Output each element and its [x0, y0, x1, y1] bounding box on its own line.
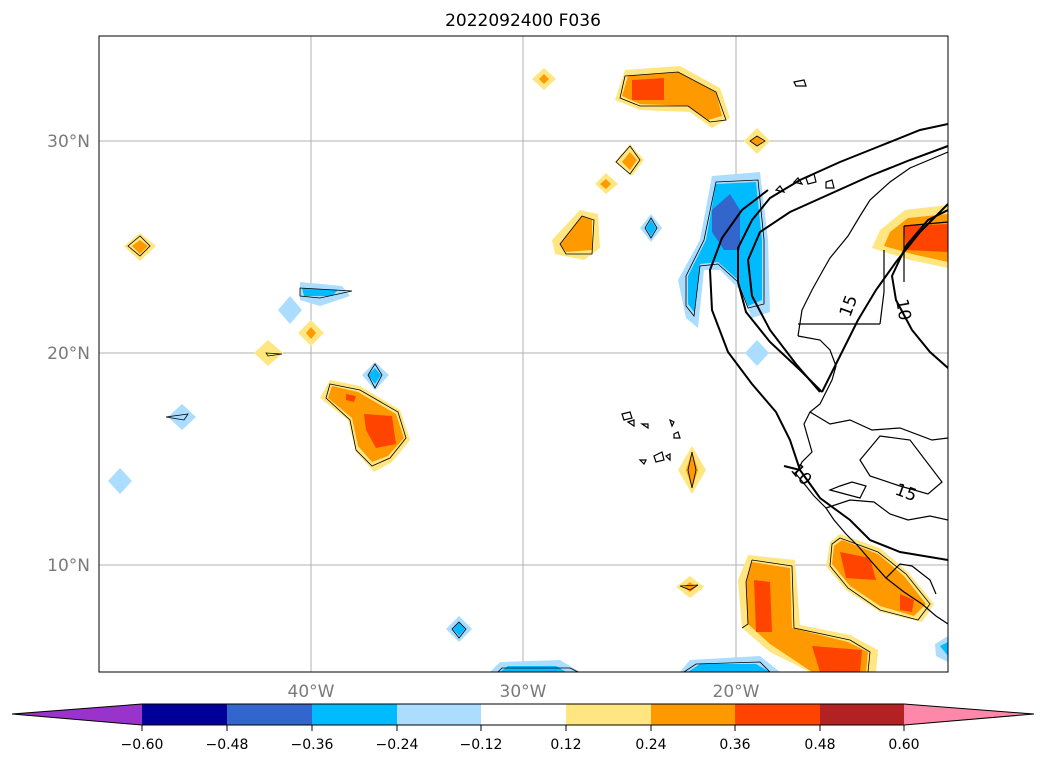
gridlines	[99, 36, 948, 672]
colorbar-bin-9	[820, 704, 904, 725]
colorbar-tick-label: −0.12	[460, 737, 503, 753]
contour-label-10-north: 10	[891, 297, 914, 322]
map-title: 2022092400 F036	[445, 11, 601, 31]
colorbar-tick-label: 0.60	[888, 737, 919, 753]
colorbar-bin-5	[481, 704, 566, 725]
colorbar: −0.60 −0.48 −0.36 −0.24 −0.12 0.12 0.24 …	[11, 703, 1035, 753]
negative-anomaly-fields	[108, 172, 948, 672]
colorbar-bin-6	[566, 704, 651, 725]
colorbar-tick-label: 0.36	[719, 737, 750, 753]
colorbar-tick-label: −0.24	[376, 737, 419, 753]
lat-label-30n: 30°N	[47, 132, 90, 152]
lon-label-20w: 20°W	[713, 682, 760, 702]
lat-label-20n: 20°N	[47, 344, 90, 364]
thin-contours	[127, 71, 931, 672]
lon-label-30w: 30°W	[500, 682, 547, 702]
colorbar-tick-label: −0.60	[121, 737, 164, 753]
colorbar-tick-label: 0.12	[550, 737, 581, 753]
colorbar-tick-label: −0.48	[206, 737, 249, 753]
colorbar-bin-7	[651, 704, 735, 725]
colorbar-bin-4	[397, 704, 481, 725]
thick-contours	[708, 123, 948, 561]
colorbar-bin-1	[142, 704, 227, 725]
colorbar-tick-label: 0.48	[804, 737, 835, 753]
colorbar-bin-3	[312, 704, 397, 725]
colorbar-bin-2	[227, 704, 312, 725]
colorbar-tick-label: −0.36	[291, 737, 334, 753]
lat-label-10n: 10°N	[47, 556, 90, 576]
map-frame	[98, 35, 949, 673]
colorbar-bin-8	[735, 704, 820, 725]
colorbar-under-arrow	[12, 704, 142, 725]
colorbar-over-arrow	[904, 704, 1034, 725]
colorbar-tick-label: 0.24	[635, 737, 666, 753]
positive-anomaly-fields	[124, 66, 948, 672]
map-content	[99, 36, 948, 672]
lon-label-40w: 40°W	[288, 682, 335, 702]
